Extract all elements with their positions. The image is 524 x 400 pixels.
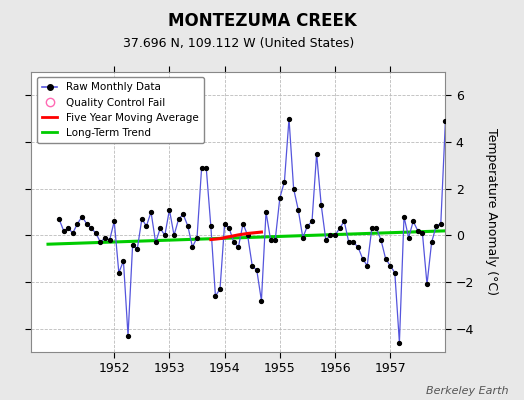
Title: 37.696 N, 109.112 W (United States): 37.696 N, 109.112 W (United States) <box>123 37 354 50</box>
Y-axis label: Temperature Anomaly (°C): Temperature Anomaly (°C) <box>485 128 498 296</box>
Text: Berkeley Earth: Berkeley Earth <box>426 386 508 396</box>
Legend: Raw Monthly Data, Quality Control Fail, Five Year Moving Average, Long-Term Tren: Raw Monthly Data, Quality Control Fail, … <box>37 77 204 143</box>
Text: MONTEZUMA CREEK: MONTEZUMA CREEK <box>168 12 356 30</box>
